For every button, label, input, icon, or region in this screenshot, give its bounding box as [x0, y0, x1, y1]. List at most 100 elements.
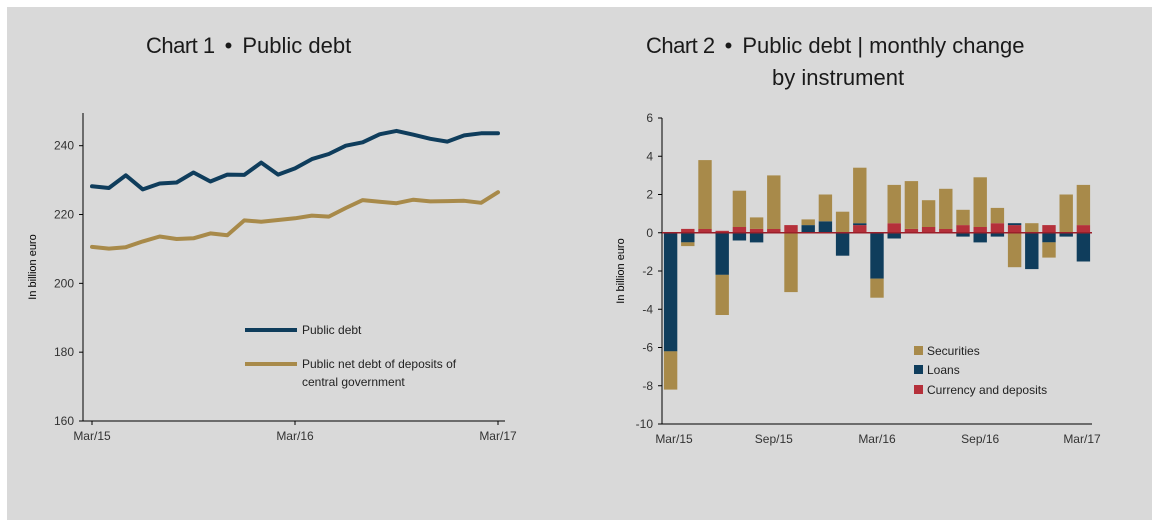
chart2-y-tick-label: -10 — [636, 417, 654, 431]
chart2-bar-currency-and-deposits — [904, 228, 919, 233]
chart2-bar-currency-and-deposits — [1007, 225, 1022, 233]
chart2-bar-securities — [818, 194, 833, 222]
chart2-y-tick-label: -6 — [642, 341, 653, 355]
chart1-legend-label: Public debt — [302, 323, 362, 337]
chart2-bar-loans — [715, 232, 729, 275]
chart2-bar-loans — [1059, 232, 1073, 237]
chart2-bar-securities — [715, 274, 729, 315]
chart2-bar-securities — [767, 175, 781, 229]
chart2-bar-securities — [1059, 194, 1073, 233]
chart2-legend-swatch — [914, 385, 923, 394]
chart2-bar-currency-and-deposits — [853, 225, 867, 233]
chart2-bar-securities — [973, 177, 987, 227]
chart2-bar-currency-and-deposits — [921, 227, 936, 233]
chart2-x-tick-label: Mar/16 — [858, 432, 896, 446]
chart1-y-tick-label: 180 — [54, 345, 74, 359]
chart1-y-tick-label: 240 — [54, 139, 74, 153]
chart2-bar-currency-and-deposits — [973, 227, 987, 233]
chart2-title-text-line2: by instrument — [772, 65, 905, 90]
chart2-title-number: Chart 2 — [646, 33, 715, 58]
chart2-bar-securities — [990, 207, 1005, 224]
chart2-bar-loans — [1007, 223, 1022, 226]
chart2-y-tick-label: 2 — [646, 188, 653, 202]
chart2-bar-loans — [990, 232, 1005, 237]
chart1-legend-label: central government — [302, 375, 405, 389]
chart2-y-tick-label: -2 — [642, 264, 653, 278]
chart1-title: Chart 1 • Public debt — [146, 30, 351, 62]
chart2-bar-loans — [1042, 232, 1056, 243]
chart2-y-tick-label: 6 — [646, 111, 653, 125]
chart2-legend-swatch — [914, 365, 923, 374]
chart2-title-text-line1: Public debt | monthly change — [742, 33, 1025, 58]
chart2-bar-loans — [1076, 232, 1091, 262]
figure-background — [7, 7, 1152, 520]
chart2-y-tick-label: 0 — [646, 226, 653, 240]
chart2-bar-securities — [663, 351, 678, 390]
chart2-bar-currency-and-deposits — [715, 230, 729, 233]
chart2-bar-securities — [1076, 184, 1091, 226]
chart2-bar-loans — [835, 232, 850, 256]
chart2-bar-loans — [818, 221, 833, 233]
chart2-x-tick-label: Mar/15 — [655, 432, 693, 446]
chart2-bar-securities — [870, 278, 884, 298]
chart2-bar-loans — [870, 232, 884, 279]
chart2-bar-loans — [887, 232, 901, 239]
chart2-bar-securities — [853, 167, 867, 224]
chart2-bar-loans — [1025, 232, 1039, 270]
chart1-series-line-public-debt — [90, 128, 500, 192]
chart2-bar-securities — [1025, 223, 1039, 233]
chart2-bar-currency-and-deposits — [1076, 225, 1091, 233]
chart2-x-tick-label: Sep/16 — [961, 432, 999, 446]
chart1-y-tick-label: 200 — [54, 276, 74, 290]
chart2-bar-securities — [887, 184, 901, 224]
chart1-title-number: Chart 1 — [146, 33, 215, 58]
chart2-bar-loans — [681, 232, 695, 243]
chart2-bar-currency-and-deposits — [767, 228, 781, 233]
chart1-title-text: Public debt — [242, 33, 352, 58]
chart2-bar-securities — [921, 200, 936, 227]
chart2-bar-loans — [663, 232, 678, 352]
chart2-y-tick-label: 4 — [646, 149, 653, 163]
chart2-y-axis-label: In billion euro — [615, 238, 627, 303]
chart2-bar-securities — [784, 232, 798, 293]
chart2-bar-securities — [1042, 242, 1056, 258]
chart1-series-line-public-net-debt — [90, 190, 500, 251]
chart2-bar-securities — [698, 160, 712, 229]
chart1-x-tick-label: Mar/16 — [276, 429, 314, 443]
chart1-x-tick-label: Mar/17 — [479, 429, 517, 443]
chart2-legend-label: Loans — [927, 363, 960, 377]
chart2-bar-loans — [801, 225, 815, 233]
chart2-legend-label: Securities — [927, 344, 980, 358]
chart2-bar-currency-and-deposits — [939, 228, 953, 233]
chart2-bar-securities — [956, 209, 970, 226]
chart2-bar-securities — [681, 242, 695, 247]
chart2-title-bullet: • — [724, 33, 733, 58]
chart2-bar-securities — [904, 181, 919, 229]
chart2-bar-currency-and-deposits — [698, 228, 712, 233]
chart1-y-tick-label: 220 — [54, 208, 74, 222]
chart2-bar-securities — [749, 217, 764, 229]
chart1-y-tick-label: 160 — [54, 414, 74, 428]
chart2-bar-currency-and-deposits — [956, 225, 970, 233]
chart2-y-tick-label: -8 — [642, 379, 653, 393]
chart2-bar-currency-and-deposits — [887, 223, 901, 233]
chart2-bar-currency-and-deposits — [784, 225, 798, 233]
chart2-bar-currency-and-deposits — [732, 227, 747, 233]
chart2-bar-securities — [1007, 232, 1022, 268]
chart2-bar-securities — [835, 211, 850, 233]
chart2-bar-loans — [749, 232, 764, 243]
chart2-bar-currency-and-deposits — [749, 228, 764, 233]
chart2-bar-securities — [801, 219, 815, 226]
chart1-y-axis-label: In billion euro — [27, 234, 39, 299]
chart2-bar-currency-and-deposits — [990, 223, 1005, 233]
chart2-bar-loans — [853, 223, 867, 226]
chart2-bar-currency-and-deposits — [681, 228, 695, 233]
chart1-title-bullet: • — [224, 33, 233, 58]
chart2-bar-loans — [956, 232, 970, 237]
chart1-legend-label: Public net debt of deposits of — [302, 357, 457, 371]
chart2-bar-securities — [939, 188, 953, 229]
chart2-bar-currency-and-deposits — [1042, 225, 1056, 233]
chart2-bar-securities — [732, 190, 747, 227]
